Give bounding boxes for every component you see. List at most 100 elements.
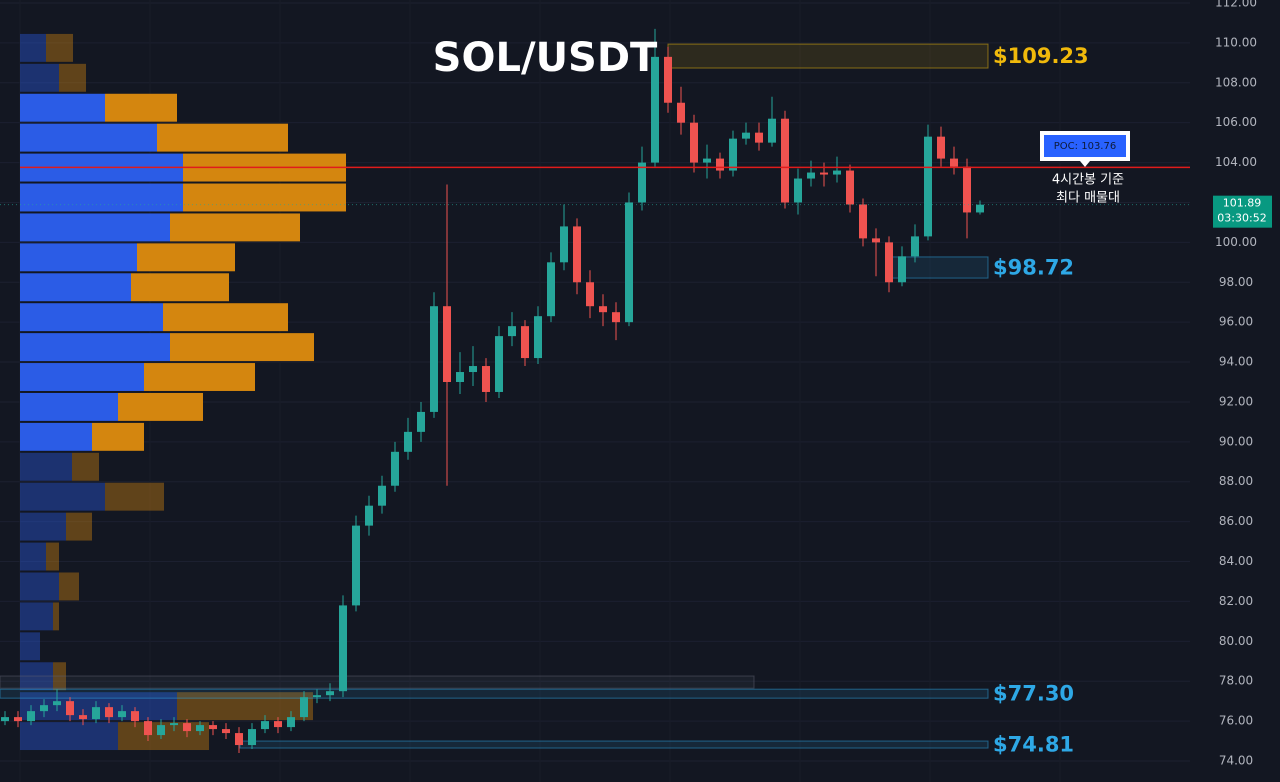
y-tick-label: 84.00 [1219,554,1253,568]
candle-body [391,451,399,486]
candle-body [599,306,607,313]
profile-sell-bar [157,123,288,152]
profile-buy-bar [20,722,118,751]
candle-body [755,132,763,143]
candle-body [976,204,984,213]
profile-buy-bar [20,602,53,631]
profile-buy-bar [20,273,131,302]
candle-body [378,485,386,506]
candle-body [820,172,828,175]
y-tick-label: 92.00 [1219,394,1253,408]
candle-body [950,158,958,167]
candle-body [521,326,529,359]
candle-body [313,695,321,698]
candle-body [131,711,139,722]
candle-body [612,312,620,323]
candle-body [547,262,555,317]
profile-buy-bar [20,482,105,511]
candle-body [443,306,451,382]
profile-buy-bar [20,392,118,421]
zone-label: $109.23 [993,44,1089,68]
y-tick-label: 88.00 [1219,474,1253,488]
candle-body [222,729,230,734]
zone-label: $77.30 [993,682,1074,706]
candle-body [105,707,113,718]
profile-sell-bar [72,452,99,481]
y-tick-label: 80.00 [1219,634,1253,648]
candle-body [729,138,737,171]
profile-sell-bar [177,692,313,721]
candle-body [300,697,308,718]
y-tick-label: 104.00 [1215,155,1257,169]
candle-body [833,170,841,175]
candle-body [27,711,35,722]
profile-sell-bar [59,572,79,601]
profile-buy-bar [20,572,59,601]
y-tick-label: 86.00 [1219,514,1253,528]
candle-body [495,336,503,392]
candle-body [664,56,672,103]
candle-body [339,605,347,692]
profile-sell-bar [59,63,86,92]
candle-body [196,725,204,732]
profile-buy-bar [20,512,66,541]
profile-buy-bar [20,213,170,242]
candle-body [235,733,243,746]
profile-sell-bar [92,422,144,451]
profile-buy-bar [20,363,144,391]
y-tick-label: 106.00 [1215,115,1257,129]
profile-sell-bar [144,363,255,391]
profile-sell-bar [183,183,346,212]
y-tick-label: 112.00 [1215,0,1257,10]
candle-body [326,691,334,696]
profile-buy-bar [20,542,46,571]
price-zone [0,688,989,699]
profile-sell-bar [53,602,59,631]
y-tick-label: 100.00 [1215,235,1257,249]
y-tick-label: 74.00 [1219,754,1253,768]
last-price-label: 101.89 [1223,197,1262,210]
candle-body [92,707,100,720]
poc-note: 4시간봉 기준 [1052,173,1124,188]
candle-body [14,717,22,722]
price-zone [667,43,989,69]
price-zone [0,675,755,689]
profile-buy-bar [20,93,105,122]
candle-body [703,158,711,163]
y-tick-label: 94.00 [1219,355,1253,369]
poc-pointer [1080,161,1090,167]
candle-body [859,204,867,239]
profile-buy-bar [20,243,137,272]
candle-body [417,411,425,432]
candle-body [456,372,464,382]
candle-body [66,701,74,716]
poc-box [1044,135,1126,157]
poc-note: 최다 매물대 [1056,191,1120,206]
profile-sell-bar [118,392,203,421]
candle-body [508,326,516,337]
y-tick-label: 82.00 [1219,594,1253,608]
candle-body [534,316,542,359]
candle-body [573,226,581,283]
candle-body [768,118,776,143]
candle-body [430,306,438,412]
candle-body [248,729,256,746]
candle-body [677,102,685,123]
profile-sell-bar [46,33,73,62]
profile-sell-bar [170,333,314,362]
profile-buy-bar [20,333,170,362]
candle-body [846,170,854,205]
candle-body [404,431,412,452]
y-tick-label: 110.00 [1215,35,1257,49]
y-tick-label: 76.00 [1219,714,1253,728]
candle-body [40,705,48,712]
y-tick-label: 98.00 [1219,275,1253,289]
candle-body [183,723,191,732]
profile-buy-bar [20,422,92,451]
candle-body [872,238,880,243]
chart-title: SOL/USDT [433,35,658,81]
profile-buy-bar [20,63,59,92]
candle-body [560,226,568,263]
